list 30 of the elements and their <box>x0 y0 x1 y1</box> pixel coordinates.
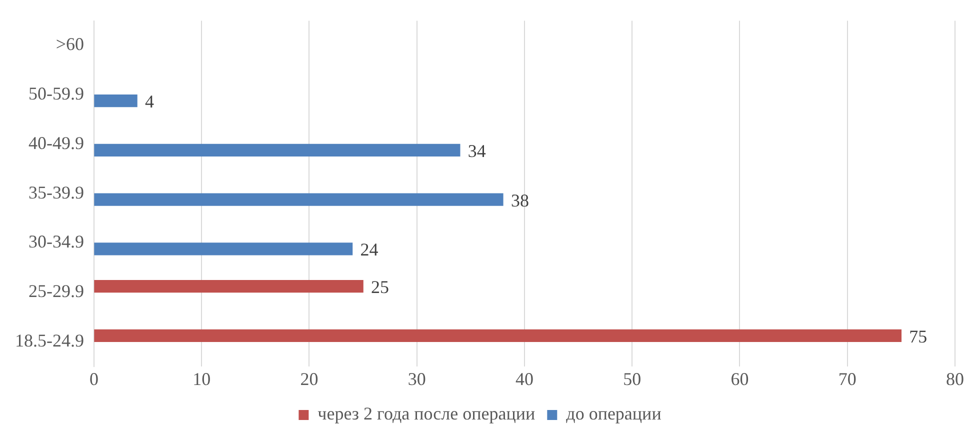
bar <box>94 329 902 342</box>
bar <box>94 193 504 206</box>
y-tick-label: 18.5-24.9 <box>14 330 84 350</box>
y-tick-label: 50-59.9 <box>28 84 84 104</box>
data-label: 34 <box>468 140 486 161</box>
data-label: 25 <box>371 277 390 298</box>
x-tick-label: 60 <box>730 368 749 389</box>
y-tick-label: 40-49.9 <box>28 132 84 153</box>
bar <box>94 144 460 157</box>
bar <box>94 94 138 108</box>
data-label: 4 <box>145 92 154 112</box>
data-label: 24 <box>360 240 378 260</box>
x-tick-label: 50 <box>623 368 642 389</box>
y-tick-label: >60 <box>56 34 84 54</box>
bar <box>94 242 353 256</box>
y-tick-label: 30-34.9 <box>28 232 84 252</box>
data-label: 75 <box>909 326 928 346</box>
x-tick-label: 20 <box>300 368 318 389</box>
y-tick-label: 35-39.9 <box>28 182 84 202</box>
x-tick-label: 0 <box>89 368 98 389</box>
x-tick-label: 10 <box>192 368 211 389</box>
x-tick-label: 30 <box>408 368 426 389</box>
legend-label: до операции <box>566 404 662 424</box>
bar <box>94 280 364 293</box>
x-tick-label: 80 <box>946 368 964 389</box>
x-tick-label: 70 <box>838 368 856 389</box>
data-label: 38 <box>510 190 529 210</box>
legend-label: через 2 года после операции <box>318 404 536 424</box>
y-tick-label: 25-29.9 <box>28 281 84 302</box>
x-tick-label: 40 <box>515 368 534 389</box>
